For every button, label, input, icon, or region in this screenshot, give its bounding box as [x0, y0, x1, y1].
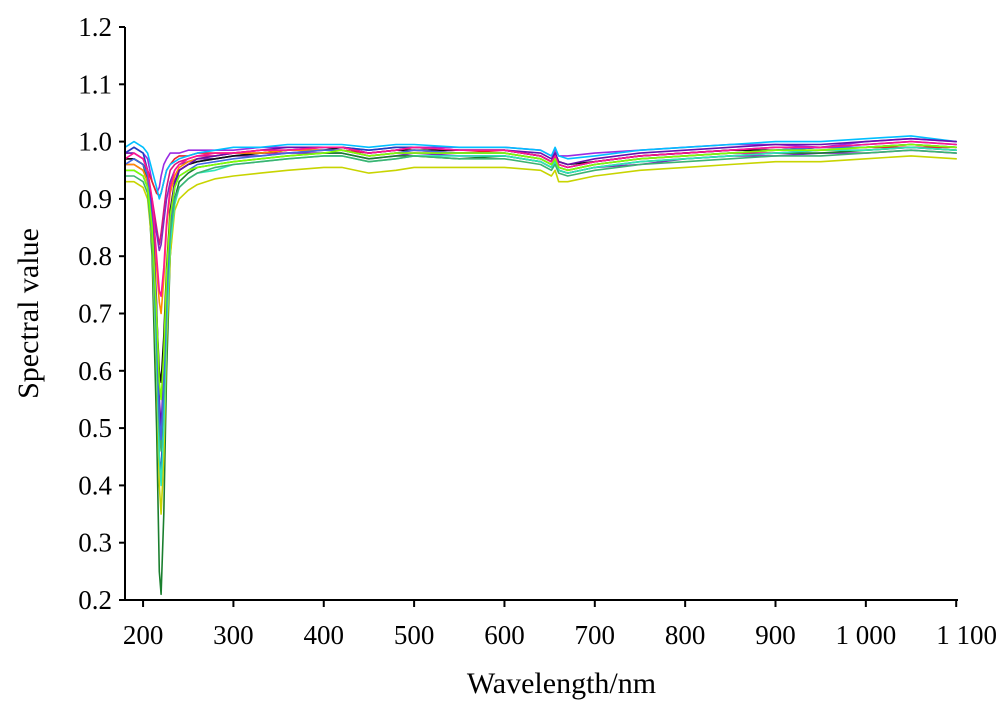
y-tick-label: 1.1 [78, 69, 112, 99]
y-tick-label: 1.2 [78, 12, 112, 42]
y-tick-label: 0.5 [78, 413, 112, 443]
series-line-5 [124, 135, 957, 200]
series-line-12 [124, 137, 957, 429]
series-line-6 [124, 140, 957, 475]
series-line-7 [124, 146, 957, 596]
y-tick-label: 0.9 [78, 184, 112, 214]
x-tick-label: 200 [123, 620, 164, 650]
x-tick-label: 600 [484, 620, 525, 650]
x-tick-label: 500 [394, 620, 435, 650]
series-line-10 [124, 146, 957, 487]
y-tick-label: 0.8 [78, 241, 112, 271]
y-tick-label: 0.6 [78, 356, 112, 386]
series-line-13 [124, 149, 957, 452]
x-tick-label: 1 100 [936, 620, 997, 650]
series-line-16 [124, 143, 957, 401]
y-tick-label: 0.3 [78, 528, 112, 558]
x-axis-title: Wavelength/nm [467, 667, 656, 700]
axes-layer: 0.2 0.3 0.4 0.5 0.6 0.7 0.8 0.9 1.0 1.1 1.2 200 300 4… [78, 12, 997, 650]
series-line-15 [124, 140, 957, 298]
x-tick-label: 400 [304, 620, 345, 650]
y-tick-label: 0.7 [78, 299, 112, 329]
series-line-9 [124, 155, 957, 515]
y-tick-label: 0.2 [78, 585, 112, 615]
x-tick-label: 1 000 [835, 620, 896, 650]
x-tick-label: 900 [755, 620, 796, 650]
x-tick-label: 700 [575, 620, 616, 650]
series-line-8 [124, 143, 957, 384]
y-tick-label: 0.4 [78, 470, 112, 500]
x-tick-label: 800 [665, 620, 706, 650]
x-tick-label: 300 [213, 620, 254, 650]
series-layer [124, 135, 957, 596]
y-tick-label: 1.0 [78, 127, 112, 157]
series-line-14 [124, 143, 957, 441]
y-axis-title: Spectral value [12, 228, 45, 399]
